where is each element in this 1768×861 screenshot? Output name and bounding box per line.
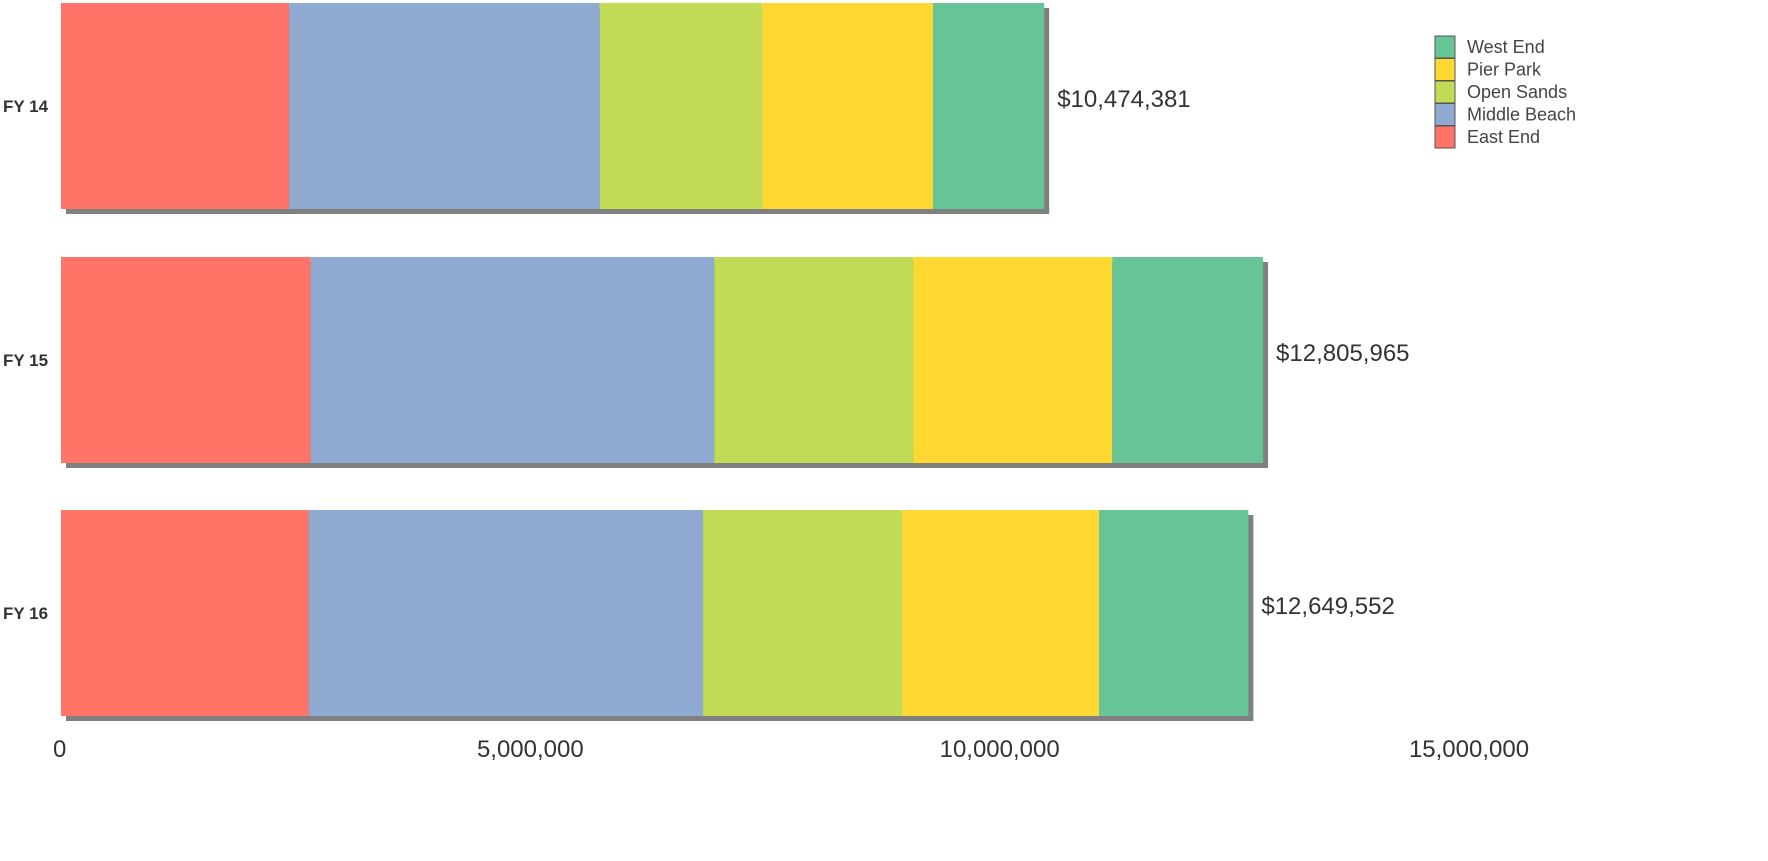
- category-label: FY 14: [3, 97, 49, 116]
- bar-segment-pier-park-fy-16: [902, 510, 1100, 716]
- x-axis: 0 5,000,000 10,000,000 15,000,000: [53, 736, 1529, 763]
- category-label: FY 15: [3, 351, 48, 370]
- bar-segment-east-end-fy-16: [61, 510, 309, 716]
- bar-segment-pier-park-fy-14: [762, 3, 934, 209]
- bar-segment-open-sands-fy-16: [703, 510, 903, 716]
- bar-segment-pier-park-fy-15: [913, 257, 1113, 463]
- legend-swatch-open-sands: [1434, 80, 1456, 104]
- x-tick-label: 0: [53, 736, 66, 763]
- bar-segment-middle-beach-fy-16: [308, 510, 704, 716]
- legend-label: Pier Park: [1467, 60, 1542, 80]
- total-value-label: $10,474,381: [1057, 86, 1190, 113]
- total-labels: $10,474,381 $12,805,965 $12,649,552: [1057, 86, 1409, 620]
- legend-swatch-middle-beach: [1434, 103, 1456, 126]
- legend-swatch-east-end: [1434, 125, 1456, 149]
- bar-segment-west-end-fy-14: [933, 3, 1045, 209]
- total-value-label: $12,805,965: [1276, 340, 1409, 367]
- bar-segment-west-end-fy-16: [1099, 510, 1249, 716]
- total-value-label: $12,649,552: [1261, 593, 1394, 620]
- category-labels: FY 14 FY 15 FY 16: [3, 97, 49, 623]
- x-tick-label: 10,000,000: [940, 736, 1060, 763]
- bar-segment-middle-beach-fy-15: [310, 257, 715, 463]
- bar-segment-middle-beach-fy-14: [289, 3, 600, 209]
- legend-label: West End: [1467, 37, 1545, 57]
- legend-label: Open Sands: [1467, 82, 1567, 102]
- legend-swatch-pier-park: [1434, 58, 1456, 81]
- legend-swatch-west-end: [1434, 35, 1456, 59]
- x-tick-label: 15,000,000: [1409, 736, 1529, 763]
- legend-label: Middle Beach: [1467, 105, 1576, 125]
- x-tick-label: 5,000,000: [477, 736, 584, 763]
- bar-segment-east-end-fy-14: [61, 3, 290, 209]
- bars-layer: [61, 3, 1269, 721]
- bar-segment-open-sands-fy-14: [599, 3, 763, 209]
- bar-segment-west-end-fy-15: [1112, 257, 1264, 463]
- bar-segment-east-end-fy-15: [61, 257, 311, 463]
- bar-segment-open-sands-fy-15: [714, 257, 914, 463]
- legend-label: East End: [1467, 127, 1540, 147]
- category-label: FY 16: [3, 604, 48, 623]
